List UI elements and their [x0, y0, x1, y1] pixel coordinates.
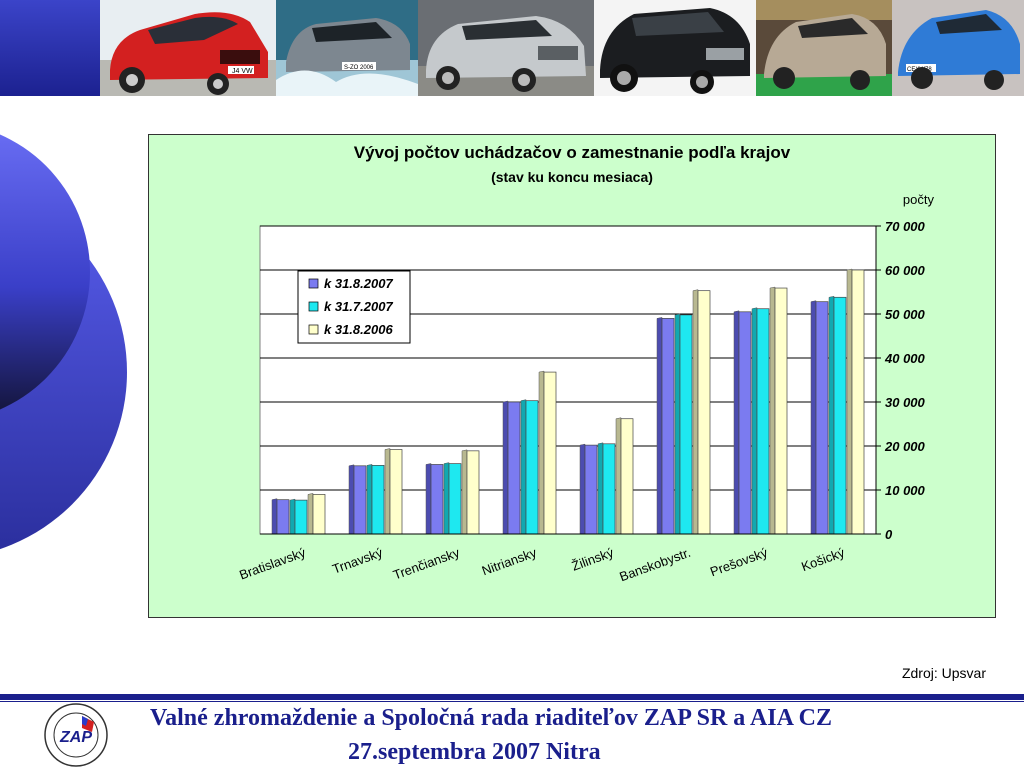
- category-label: Banskobystr.: [617, 545, 692, 585]
- bar: [756, 308, 770, 535]
- bar-side: [615, 417, 622, 535]
- bar: [312, 494, 326, 535]
- legend-label: k 31.8.2006: [324, 322, 393, 337]
- footer-date: 27.septembra 2007 Nitra: [348, 739, 601, 765]
- bar-side: [384, 448, 391, 535]
- bar: [584, 444, 598, 535]
- bar: [661, 318, 675, 535]
- category-label: Bratislavský: [237, 545, 308, 583]
- bar: [466, 450, 480, 535]
- logo-text: ZAP: [59, 729, 92, 746]
- bar-side: [579, 443, 586, 535]
- bar-side: [656, 317, 663, 535]
- plate-text-2: S-ZO 2006: [344, 65, 374, 71]
- y-tick-label: 70 000: [885, 219, 926, 234]
- red-hatchback-photo: J4 VW: [100, 0, 276, 96]
- silver-suv-splash-photo: S-ZO 2006: [276, 0, 418, 96]
- y-tick-label: 10 000: [885, 483, 926, 498]
- category-label: Prešovský: [708, 545, 770, 580]
- bar: [697, 290, 711, 535]
- banner-left-block: [0, 0, 100, 96]
- bar: [448, 463, 462, 535]
- black-suv-photo: [594, 0, 756, 96]
- bar: [430, 464, 444, 535]
- bar-side: [271, 498, 278, 535]
- legend-label: k 31.7.2007: [324, 299, 393, 314]
- zap-logo: ZAP: [44, 703, 108, 767]
- category-label: Trenčiansky: [391, 545, 462, 583]
- bar: [371, 465, 385, 535]
- bar-side: [751, 307, 758, 535]
- bar-side: [692, 289, 699, 535]
- bar-chart: 0 10 000 20 000 30 000 40 000 50 000 60 000 70 …: [237, 192, 935, 585]
- left-decorative-circles: [0, 134, 127, 550]
- bar-side: [520, 399, 527, 535]
- bar: [774, 287, 788, 535]
- chart-title: Vývoj počtov uchádzačov o zamestnanie po…: [353, 143, 791, 162]
- y-tick-label: 40 000: [884, 351, 926, 366]
- bar: [353, 465, 367, 535]
- bar-side: [810, 300, 817, 535]
- bar: [851, 269, 865, 535]
- bar: [525, 400, 539, 535]
- bar-side: [366, 464, 373, 535]
- category-label: Trnavský: [330, 545, 385, 577]
- bar: [620, 418, 634, 535]
- bar: [738, 311, 752, 535]
- bar: [679, 314, 693, 535]
- bar-side: [461, 449, 468, 535]
- bar-side: [674, 313, 681, 535]
- bar-side: [425, 463, 432, 535]
- bar-side: [289, 498, 296, 535]
- bar-side: [828, 295, 835, 535]
- bar-side: [443, 462, 450, 535]
- legend-swatch: [308, 278, 319, 289]
- y-tick-label: 30 000: [885, 395, 926, 410]
- plate-text-1: J4 VW: [232, 68, 253, 75]
- bar: [389, 449, 403, 535]
- legend-swatch: [308, 301, 319, 312]
- silver-suv-photo: [418, 0, 594, 96]
- bar: [833, 296, 847, 535]
- bar: [507, 401, 521, 535]
- bar-side: [348, 464, 355, 535]
- y-tick-label: 60 000: [885, 263, 926, 278]
- bar: [294, 499, 308, 535]
- y-tick-label: 0: [885, 527, 893, 542]
- y-tick-label: 20 000: [884, 439, 926, 454]
- bar: [815, 301, 829, 535]
- bar-side: [597, 442, 604, 535]
- category-label: Nitriansky: [480, 545, 539, 579]
- bar-side: [733, 310, 740, 535]
- category-label: Žilinský: [570, 545, 616, 574]
- bar: [276, 499, 290, 535]
- bar: [602, 443, 616, 535]
- y-axis-title: počty: [903, 192, 935, 207]
- source-note: Zdroj: Upsvar: [901, 665, 986, 681]
- legend-label: k 31.8.2007: [324, 276, 393, 291]
- category-label: Košický: [799, 545, 847, 575]
- blue-hatchback-photo: CEXW78: [892, 0, 1024, 96]
- footer-rule: [0, 694, 1024, 700]
- bar-side: [502, 400, 509, 535]
- legend-swatch: [308, 324, 319, 335]
- bar-side: [538, 370, 545, 535]
- y-tick-label: 50 000: [885, 307, 926, 322]
- footer-title: Valné zhromaždenie a Spoločná rada riadi…: [150, 705, 832, 731]
- bar: [543, 371, 557, 535]
- bar-side: [307, 493, 314, 535]
- bar-side: [846, 268, 853, 535]
- chart-subtitle: (stav ku koncu mesiaca): [491, 169, 653, 185]
- footer-rule-thin: [0, 701, 1024, 702]
- beige-hatchback-photo: [756, 0, 892, 96]
- bar-side: [769, 286, 776, 535]
